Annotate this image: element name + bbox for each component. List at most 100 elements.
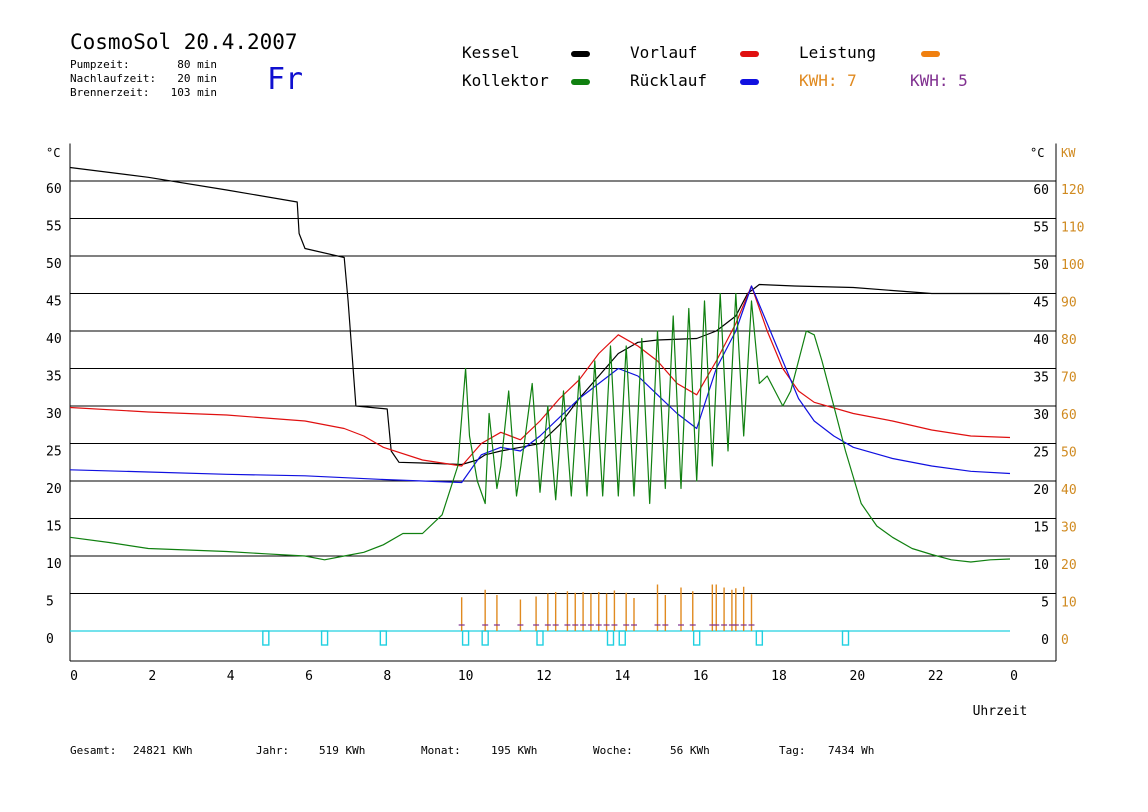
y2-tick-label: 0 <box>1061 633 1069 648</box>
pump-indicator <box>692 630 701 646</box>
x-tick-label: 16 <box>693 669 709 684</box>
chart-title: CosmoSol 20.4.2007 <box>70 30 298 54</box>
x-axis-label: Uhrzeit <box>973 704 1028 719</box>
footer-gesamt-label: Gesamt: <box>70 744 117 757</box>
y-axis-unit-left: °C <box>46 146 60 160</box>
pump-indicator <box>536 630 544 646</box>
footer-woche-value: 56 KWh <box>670 744 710 757</box>
y-tick-label-left: 0 <box>46 632 54 647</box>
y2-tick-label: 90 <box>1061 296 1077 311</box>
pump-indicator <box>755 630 764 646</box>
y2-tick-label: 20 <box>1061 558 1077 573</box>
y-tick-label-left: 35 <box>46 370 62 385</box>
y-tick-label-left: 50 <box>46 257 62 272</box>
legend-kollektor-swatch <box>571 79 590 85</box>
y-tick-label-right: 20 <box>1033 483 1049 498</box>
y-tick-label-right: 30 <box>1033 408 1049 423</box>
y-tick-label-right: 60 <box>1033 183 1049 198</box>
pump-indicator <box>841 630 850 646</box>
y2-tick-label: 120 <box>1061 183 1084 198</box>
x-tick-label: 12 <box>536 669 552 684</box>
x-tick-label: 22 <box>928 669 944 684</box>
y-tick-label-right: 35 <box>1033 371 1049 386</box>
y-tick-label-right: 10 <box>1033 558 1049 573</box>
legend-vorlauf-swatch <box>740 51 759 57</box>
x-tick-label: 20 <box>850 669 866 684</box>
stat-label: Brennerzeit: <box>70 86 150 99</box>
kwh-2-label: KWH: <box>910 71 949 90</box>
y-tick-label-right: 5 <box>1041 596 1049 611</box>
series-line-0 <box>69 166 1010 466</box>
x-tick-label: 0 <box>1010 669 1018 684</box>
x-tick-label: 4 <box>227 669 235 684</box>
legend-vorlauf-label: Vorlauf <box>630 43 698 62</box>
y2-tick-label: 100 <box>1061 258 1084 273</box>
kwh-1-label: KWH: <box>799 71 838 90</box>
footer-jahr-value: 519 KWh <box>319 744 366 757</box>
y2-tick-label: 60 <box>1061 408 1077 423</box>
footer-monat-value: 195 KWh <box>491 744 538 757</box>
y-tick-label-left: 10 <box>46 557 62 572</box>
y-tick-label-right: 40 <box>1033 333 1049 348</box>
x-tick-label: 18 <box>771 669 787 684</box>
legend-kessel-label: Kessel <box>462 43 520 62</box>
pump-indicator <box>379 630 388 646</box>
footer-jahr-label: Jahr: <box>256 744 290 757</box>
y-tick-label-left: 45 <box>46 295 62 310</box>
y-axis-unit-right: °C <box>1030 146 1044 160</box>
kwh-2-value: 5 <box>958 71 968 90</box>
legend-ruecklauf-label: Rücklauf <box>630 71 708 90</box>
y-tick-label-left: 60 <box>46 182 62 197</box>
y-tick-label-left: 15 <box>46 520 62 535</box>
y2-axis-unit: KW <box>1061 146 1076 160</box>
y-tick-label-right: 45 <box>1033 296 1049 311</box>
x-tick-label: 8 <box>383 669 391 684</box>
series-line-2 <box>69 285 1011 484</box>
y2-tick-label: 40 <box>1061 483 1077 498</box>
y2-tick-label: 80 <box>1061 333 1077 348</box>
legend-leistung-swatch <box>921 51 940 57</box>
y-tick-label-left: 55 <box>46 220 62 235</box>
stat-label: Nachlaufzeit: <box>70 72 157 85</box>
y-tick-label-right: 25 <box>1033 446 1049 461</box>
legend-leistung-label: Leistung <box>799 43 877 62</box>
pump-indicator <box>320 630 329 646</box>
legend-kessel-swatch <box>571 51 590 57</box>
y2-tick-label: 30 <box>1061 521 1077 536</box>
pump-indicator <box>262 630 270 646</box>
y-tick-label-right: 50 <box>1033 258 1049 273</box>
legend-kwh-1: KWH: 7 <box>799 71 857 90</box>
series-line-3 <box>69 292 1011 563</box>
stat-value: 80 min <box>177 58 217 71</box>
y-tick-label-right: 15 <box>1033 521 1049 536</box>
stat-value: 20 min <box>177 72 217 85</box>
y-tick-label-left: 40 <box>46 332 62 347</box>
y-tick-label-left: 25 <box>46 445 62 460</box>
legend-kwh-2: KWH: 5 <box>910 71 968 90</box>
footer-woche-label: Woche: <box>593 744 633 757</box>
x-tick-label: 14 <box>615 669 631 684</box>
kwh-1-value: 7 <box>847 71 857 90</box>
pump-indicator <box>481 630 489 646</box>
footer-tag-value: 7434 Wh <box>828 744 875 757</box>
x-tick-label: 6 <box>305 669 313 684</box>
y2-tick-label: 10 <box>1061 596 1077 611</box>
y2-tick-label: 70 <box>1061 371 1077 386</box>
y2-tick-label: 110 <box>1061 221 1084 236</box>
y-tick-label-left: 5 <box>46 595 54 610</box>
footer-tag-label: Tag: <box>779 744 806 757</box>
y-tick-label-right: 55 <box>1033 221 1049 236</box>
pump-indicator <box>618 630 626 646</box>
footer-gesamt-value: 24821 KWh <box>133 744 193 757</box>
footer-monat-label: Monat: <box>421 744 461 757</box>
y2-tick-label: 50 <box>1061 446 1077 461</box>
y-tick-label-left: 20 <box>46 482 62 497</box>
y-tick-label-left: 30 <box>46 407 62 422</box>
legend-ruecklauf-swatch <box>740 79 759 85</box>
weekday-label: Fr <box>267 62 304 97</box>
pump-indicator <box>461 630 470 646</box>
series-line-1 <box>69 285 1011 467</box>
legend-kollektor-label: Kollektor <box>462 71 549 90</box>
stat-label: Pumpzeit: <box>70 58 130 71</box>
